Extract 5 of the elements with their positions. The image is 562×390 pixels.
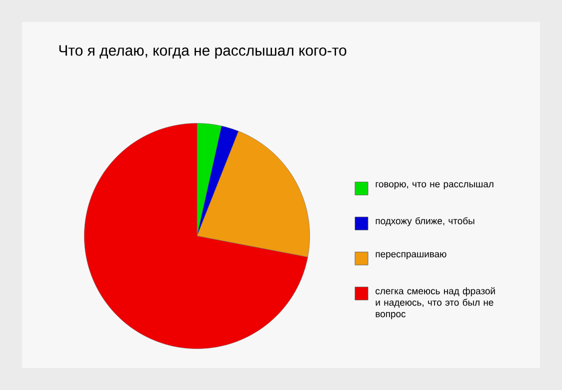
legend-label: слегка смеюсь над фразой и надеюсь, что это был не вопрос bbox=[376, 287, 495, 320]
legend-label: говорю, что не расслышал bbox=[376, 182, 494, 190]
legend-label: подхожу ближе, чтобы bbox=[376, 217, 474, 226]
chart-title: Что я делаю, когда не расслышал кого-то bbox=[59, 45, 346, 59]
legend-label: переспрашиваю bbox=[376, 252, 446, 260]
